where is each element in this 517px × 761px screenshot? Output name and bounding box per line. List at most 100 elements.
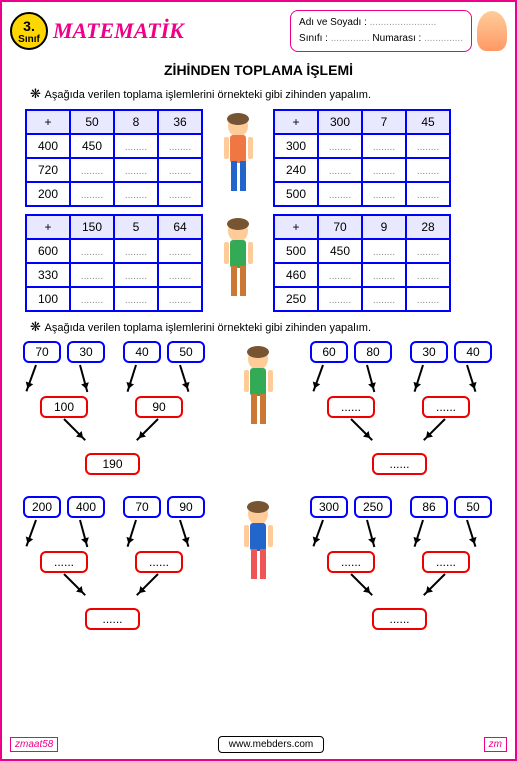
num-label: Numarası : xyxy=(372,33,421,44)
tree-mid-box: ...... xyxy=(327,551,375,573)
addition-tree: 60803040 ...... ...... ...... xyxy=(302,341,502,491)
table-header-cell: 70 xyxy=(318,215,362,239)
table-cell: ........ xyxy=(70,158,114,182)
student-info: Adı ve Soyadı : ........................… xyxy=(290,10,472,52)
tree-top-box: 86 xyxy=(410,496,448,518)
subject-title: MATEMATİK xyxy=(53,18,285,44)
url: www.mebders.com xyxy=(218,736,324,753)
table-cell: ........ xyxy=(70,263,114,287)
table-cell: 460 xyxy=(274,263,318,287)
name-dots: ........................ xyxy=(370,17,437,28)
tree-mid-box: ...... xyxy=(135,551,183,573)
table-cell: ........ xyxy=(114,263,158,287)
table-cell: ........ xyxy=(318,263,362,287)
table-header-cell: 7 xyxy=(362,110,406,134)
signature: zmaat58 xyxy=(10,737,58,752)
table-cell: ........ xyxy=(406,182,450,206)
table-cell: 500 xyxy=(274,239,318,263)
table-cell: ........ xyxy=(70,239,114,263)
tree-top-box: 50 xyxy=(167,341,205,363)
table-cell: ........ xyxy=(362,287,406,311)
table-cell: ........ xyxy=(406,158,450,182)
table-header-cell: 64 xyxy=(158,215,202,239)
addition-table: +50836400450................720.........… xyxy=(25,109,203,207)
tree-mid-box: ...... xyxy=(40,551,88,573)
tree-top-box: 250 xyxy=(354,496,392,518)
table-cell: ........ xyxy=(114,182,158,206)
table-cell: ........ xyxy=(158,182,202,206)
addition-table: +70928500450................460.........… xyxy=(273,214,451,312)
table-cell: ........ xyxy=(362,134,406,158)
tree-top-box: 300 xyxy=(310,496,348,518)
tree-top-box: 30 xyxy=(67,341,105,363)
table-header-cell: + xyxy=(274,215,318,239)
table-cell: ........ xyxy=(114,134,158,158)
table-cell: ........ xyxy=(158,134,202,158)
tree-top-box: 90 xyxy=(167,496,205,518)
tree-mid-box: 100 xyxy=(40,396,88,418)
table-cell: ........ xyxy=(70,182,114,206)
table-cell: 300 xyxy=(274,134,318,158)
tree-mid-box: ...... xyxy=(327,396,375,418)
table-cell: 240 xyxy=(274,158,318,182)
mark: zm xyxy=(484,737,507,752)
table-cell: 600 xyxy=(26,239,70,263)
table-cell: ........ xyxy=(158,287,202,311)
instruction-2: Aşağıda verilen toplama işlemlerini örne… xyxy=(30,319,487,335)
table-cell: 450 xyxy=(70,134,114,158)
table-header-cell: 50 xyxy=(70,110,114,134)
tree-mid-box: ...... xyxy=(422,551,470,573)
table-cell: ........ xyxy=(406,239,450,263)
character-icon xyxy=(213,213,263,313)
table-header-cell: + xyxy=(26,215,70,239)
table-cell: ........ xyxy=(362,263,406,287)
tree-top-box: 200 xyxy=(23,496,61,518)
table-header-cell: + xyxy=(26,110,70,134)
footer: zmaat58 www.mebders.com zm xyxy=(10,736,507,753)
addition-tree: 2004007090 ...... ...... ...... xyxy=(15,496,215,646)
table-header-cell: 9 xyxy=(362,215,406,239)
table-header-cell: 300 xyxy=(318,110,362,134)
table-cell: 450 xyxy=(318,239,362,263)
table-header-cell: 5 xyxy=(114,215,158,239)
tree-bottom-box: ...... xyxy=(372,453,427,475)
tree-top-box: 40 xyxy=(454,341,492,363)
header-avatar xyxy=(477,11,507,51)
character-icon xyxy=(234,496,284,596)
tree-top-box: 40 xyxy=(123,341,161,363)
table-cell: 720 xyxy=(26,158,70,182)
tree-bottom-box: 190 xyxy=(85,453,140,475)
tree-bottom-box: ...... xyxy=(372,608,427,630)
trees-section: 70304050 100 90 190 60803040 ...... ....… xyxy=(10,341,507,646)
table-cell: ........ xyxy=(362,158,406,182)
name-label: Adı ve Soyadı : xyxy=(299,17,367,28)
tree-top-box: 50 xyxy=(454,496,492,518)
table-cell: ........ xyxy=(406,263,450,287)
table-cell: ........ xyxy=(406,287,450,311)
table-cell: 500 xyxy=(274,182,318,206)
table-cell: ........ xyxy=(158,158,202,182)
header: 3.Sınıf MATEMATİK Adı ve Soyadı : ......… xyxy=(10,10,507,52)
character-icon xyxy=(213,108,263,208)
table-cell: 400 xyxy=(26,134,70,158)
table-cell: ........ xyxy=(114,287,158,311)
table-header-cell: 28 xyxy=(406,215,450,239)
table-cell: ........ xyxy=(318,134,362,158)
table-header-cell: 8 xyxy=(114,110,158,134)
table-header-cell: 36 xyxy=(158,110,202,134)
table-cell: ........ xyxy=(158,239,202,263)
addition-table: +150564600........................330...… xyxy=(25,214,203,312)
class-label: Sınıfı : xyxy=(299,33,328,44)
table-cell: ........ xyxy=(318,158,362,182)
tree-top-box: 70 xyxy=(123,496,161,518)
tree-top-box: 80 xyxy=(354,341,392,363)
table-cell: ........ xyxy=(70,287,114,311)
tree-top-box: 70 xyxy=(23,341,61,363)
table-cell: 250 xyxy=(274,287,318,311)
grade-txt: Sınıf xyxy=(18,34,40,45)
table-cell: ........ xyxy=(158,263,202,287)
table-cell: ........ xyxy=(362,182,406,206)
tree-top-box: 30 xyxy=(410,341,448,363)
class-dots: .............. xyxy=(331,33,370,44)
instruction-1: Aşağıda verilen toplama işlemlerini örne… xyxy=(30,86,487,102)
